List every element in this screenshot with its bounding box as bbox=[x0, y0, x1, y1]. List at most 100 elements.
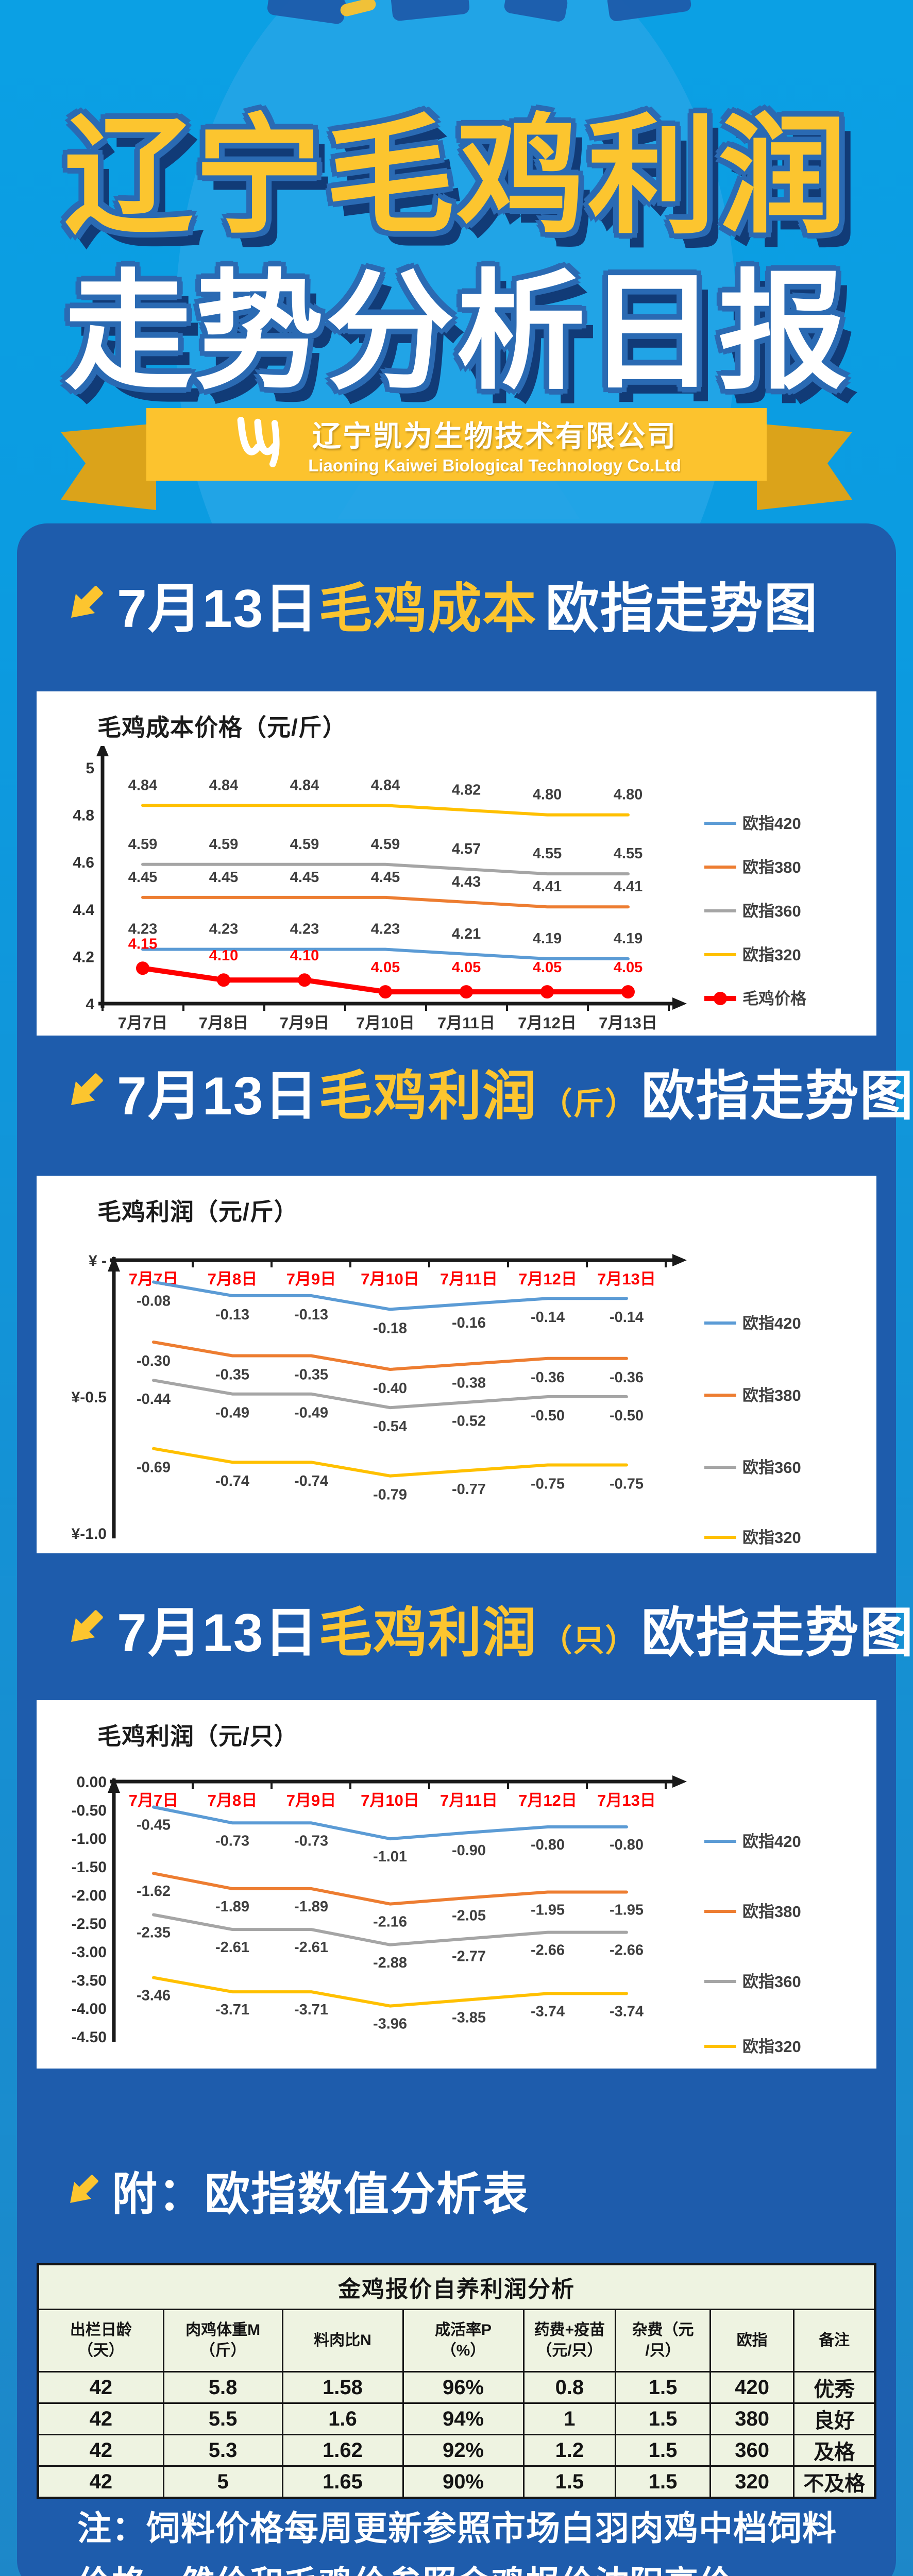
section-title: 附：欧指数值分析表 bbox=[112, 2168, 530, 2219]
x-tick-label: 7月7日 bbox=[118, 1014, 167, 1032]
point-label: -0.36 bbox=[531, 1369, 565, 1386]
section-title-unit: （斤） bbox=[541, 1087, 637, 1121]
table-cell: 42 bbox=[37, 2465, 164, 2499]
table-header-cell: 药费+疫苗 （元/只） bbox=[522, 2309, 617, 2372]
point-label: -1.95 bbox=[531, 1902, 565, 1919]
y-tick-label: 4.4 bbox=[73, 902, 94, 919]
x-axis-arrow-icon bbox=[672, 997, 687, 1010]
table-cell: 0.8 bbox=[522, 2371, 617, 2404]
y-tick-label: 5 bbox=[86, 760, 94, 777]
section-title-suffix: 欧指走势图 bbox=[641, 1603, 913, 1663]
x-tick-label: 7月8日 bbox=[208, 1270, 257, 1288]
point-label: -0.52 bbox=[452, 1413, 486, 1430]
ribbon-tail-right bbox=[757, 423, 852, 510]
point-label: -0.73 bbox=[294, 1833, 328, 1849]
series-marker bbox=[460, 985, 473, 999]
table-cell: 420 bbox=[709, 2371, 795, 2404]
point-label: 4.10 bbox=[290, 947, 319, 964]
table-cell: 1.5 bbox=[615, 2402, 711, 2435]
point-label: -0.36 bbox=[610, 1369, 644, 1386]
point-label: -2.77 bbox=[452, 1948, 486, 1965]
point-label: -0.50 bbox=[610, 1408, 644, 1424]
point-label: -0.35 bbox=[215, 1367, 249, 1383]
table-cell: 1.65 bbox=[281, 2465, 404, 2499]
point-label: -1.01 bbox=[373, 1849, 407, 1865]
cost-line-chart: 5 4.8 4.6 4.4 4.2 4 7月7日 7月8日 7月9日 7月10日 7月11日 7月12… bbox=[73, 746, 807, 1032]
arrow-down-right-icon bbox=[71, 585, 103, 618]
x-tick-label: 7月9日 bbox=[286, 1270, 336, 1288]
point-label: -3.96 bbox=[373, 2016, 407, 2032]
table-cell: 1.6 bbox=[281, 2402, 404, 2435]
point-label: 4.23 bbox=[371, 921, 400, 938]
y-tick-label: -0.50 bbox=[72, 1802, 107, 1819]
arrow-down-right-icon bbox=[71, 1609, 103, 1642]
chart-title-profit-bird: 毛鸡利润（元/只） bbox=[97, 1723, 298, 1750]
table-header-cell: 料肉比N bbox=[281, 2309, 404, 2372]
footnote-line1: 注：饲料价格每周更新参照市场白羽肉鸡中档饲料 bbox=[77, 2509, 837, 2547]
company-name-block: 辽宁凯为生物技术有限公司 Liaoning Kaiwei Biological … bbox=[308, 413, 681, 476]
point-label: 4.05 bbox=[533, 959, 562, 976]
table-cell: 1.5 bbox=[522, 2465, 617, 2499]
series-line-欧指320 bbox=[152, 1976, 628, 2008]
legend-label: 欧指420 bbox=[742, 815, 801, 833]
point-label: -2.61 bbox=[294, 1939, 328, 1956]
series-marker bbox=[298, 973, 311, 987]
table-cell: 1.5 bbox=[615, 2434, 711, 2467]
table-cell: 1.62 bbox=[281, 2434, 404, 2467]
point-label: 4.59 bbox=[290, 836, 319, 853]
point-label: -0.30 bbox=[137, 1353, 171, 1369]
point-label: 4.23 bbox=[290, 921, 319, 938]
point-label: 4.41 bbox=[614, 878, 643, 895]
y-tick-label: -1.00 bbox=[72, 1831, 107, 1848]
point-label: -2.66 bbox=[531, 1942, 565, 1959]
x-tick-label: 7月13日 bbox=[597, 1791, 656, 1809]
decor-shape bbox=[337, 481, 580, 519]
series-line-欧指320 bbox=[141, 804, 630, 817]
y-tick-label: 4 bbox=[86, 996, 94, 1013]
table-cell: 1 bbox=[522, 2402, 617, 2435]
point-label: -0.16 bbox=[452, 1315, 486, 1331]
series-line-欧指380 bbox=[141, 895, 630, 909]
point-label: 4.23 bbox=[128, 921, 157, 938]
table-header-cell: 肉鸡体重M （斤） bbox=[162, 2309, 283, 2372]
profit-bird-chart-card: 毛鸡利润（元/只） 0.00 -0.50 -1.00 -1.50 -2.00 -2.50 -… bbox=[37, 1700, 876, 2069]
series-line-欧指420 bbox=[141, 947, 630, 960]
point-label: -0.49 bbox=[294, 1405, 328, 1421]
x-tick-label: 7月11日 bbox=[440, 1791, 498, 1809]
point-label: 4.84 bbox=[128, 777, 157, 793]
point-label: -0.77 bbox=[452, 1481, 486, 1498]
table-cell: 5.8 bbox=[162, 2371, 283, 2404]
profit-analysis-table: 金鸡报价自养利润分析 出栏日龄 （天） 肉鸡体重M （斤） 料肉比N 成活率P （%） 药费+疫… bbox=[37, 2263, 876, 2499]
legend-label: 欧指420 bbox=[742, 1314, 801, 1332]
point-label: -0.08 bbox=[137, 1293, 171, 1309]
table-header-cell: 出栏日龄 （天） bbox=[37, 2309, 164, 2372]
x-tick-label: 7月10日 bbox=[356, 1014, 415, 1032]
table-cell: 360 bbox=[709, 2434, 795, 2467]
x-tick-label: 7月12日 bbox=[518, 1270, 577, 1288]
point-label: 4.45 bbox=[128, 869, 157, 886]
point-label: -0.50 bbox=[531, 1408, 565, 1424]
point-label: -3.71 bbox=[294, 2002, 328, 2018]
series-marker bbox=[136, 961, 149, 975]
x-axis-arrow-icon bbox=[672, 1775, 687, 1788]
point-label: -3.46 bbox=[137, 1988, 171, 2004]
point-label: 4.43 bbox=[452, 874, 481, 890]
series-line-欧指360 bbox=[152, 1913, 628, 1946]
section-title-prefix: 7月13日 bbox=[117, 579, 319, 639]
y-tick-label: -4.00 bbox=[72, 2001, 107, 2018]
series-line-欧指380 bbox=[152, 1341, 628, 1371]
legend-marker bbox=[714, 992, 727, 1005]
section-header-profit-bird-chart: 7月13日毛鸡利润 （只）欧指走势图 bbox=[38, 1589, 913, 1667]
table-cell: 优秀 bbox=[793, 2371, 876, 2404]
table-header-cell: 成活率P （%） bbox=[402, 2309, 525, 2372]
point-label: 4.57 bbox=[452, 841, 481, 857]
point-label: -2.66 bbox=[610, 1942, 644, 1959]
section-title-suffix: 欧指走势图 bbox=[641, 1066, 913, 1126]
point-label: 4.23 bbox=[209, 921, 238, 938]
company-logo-icon bbox=[237, 416, 280, 467]
point-label: -3.74 bbox=[531, 2003, 565, 2020]
y-tick-label: ¥-1.0 bbox=[72, 1526, 107, 1543]
table-cell: 良好 bbox=[793, 2402, 876, 2435]
point-label: -0.79 bbox=[373, 1487, 407, 1503]
table-cell: 94% bbox=[402, 2402, 525, 2435]
